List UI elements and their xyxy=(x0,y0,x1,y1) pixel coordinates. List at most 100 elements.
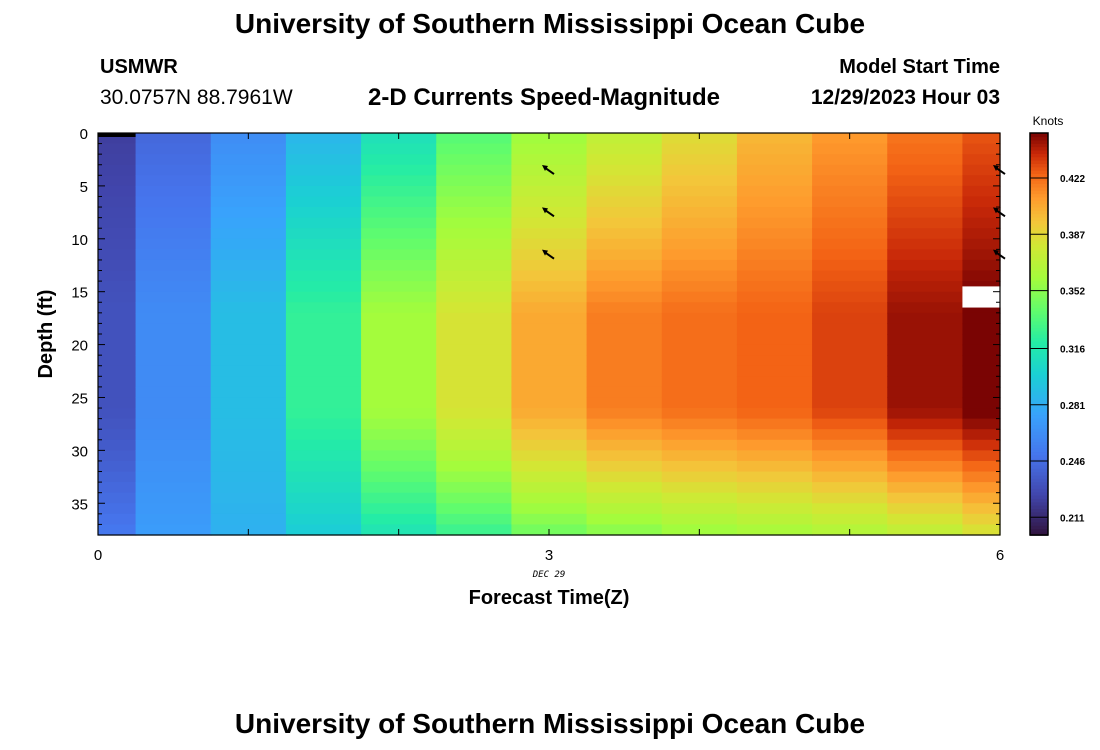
heatmap-cell xyxy=(586,355,663,367)
heatmap-cell xyxy=(887,164,964,176)
colorbar-label: Knots xyxy=(1033,114,1064,128)
heatmap-cell xyxy=(361,460,437,473)
heatmap-cell xyxy=(511,312,588,325)
heatmap-cell xyxy=(812,185,888,198)
heatmap-cell xyxy=(887,175,964,187)
heatmap-cell xyxy=(135,355,212,367)
heatmap-cell xyxy=(962,259,1001,272)
colorbar-segment xyxy=(1030,370,1048,375)
colorbar-segment xyxy=(1030,169,1048,174)
colorbar-segment xyxy=(1030,253,1048,258)
heatmap-cell xyxy=(511,185,588,198)
heatmap-cell xyxy=(135,217,212,229)
heatmap-cell xyxy=(661,259,738,272)
heatmap-cell xyxy=(661,439,738,451)
colorbar-segment xyxy=(1030,491,1048,496)
heatmap-cell xyxy=(661,376,738,388)
heatmap-cell xyxy=(135,207,212,219)
y-axis-label: Depth (ft) xyxy=(35,290,57,379)
heatmap-cell xyxy=(962,439,1001,451)
heatmap-cell xyxy=(812,429,888,441)
colorbar-segment xyxy=(1030,263,1048,268)
heatmap-cell xyxy=(285,323,362,335)
heatmap-cell xyxy=(812,355,888,367)
heatmap-cell xyxy=(887,408,964,420)
colorbar-segment xyxy=(1030,256,1048,262)
heatmap-cell xyxy=(361,175,437,187)
surface-mask xyxy=(98,133,136,137)
colorbar-segment xyxy=(1030,179,1048,185)
colorbar-segment xyxy=(1030,313,1048,319)
heatmap-cell xyxy=(98,450,137,462)
heatmap-cell xyxy=(135,344,212,356)
heatmap-cell xyxy=(812,376,888,388)
colorbar-segment xyxy=(1030,320,1048,325)
heatmap-cell xyxy=(887,207,964,219)
heatmap-cell xyxy=(361,386,437,399)
heatmap-cell xyxy=(210,460,287,473)
heatmap-cell xyxy=(812,408,888,420)
heatmap-cell xyxy=(511,471,588,483)
heatmap-cell xyxy=(736,460,813,473)
heatmap-cell xyxy=(962,302,1001,314)
colorbar-segment xyxy=(1030,146,1048,151)
colorbar-segment xyxy=(1030,173,1048,178)
heatmap-cell xyxy=(812,207,888,219)
heatmap-cell xyxy=(586,344,663,356)
heatmap-cell xyxy=(661,344,738,356)
colorbar-segment xyxy=(1030,354,1048,359)
heatmap-cell xyxy=(436,397,513,409)
heatmap-cell xyxy=(210,196,287,208)
heatmap-cell xyxy=(285,492,362,504)
heatmap-cell xyxy=(210,513,287,526)
heatmap-cell xyxy=(887,503,964,515)
heatmap-cell xyxy=(661,334,738,346)
heatmap-cell xyxy=(285,397,362,409)
heatmap-cell xyxy=(436,376,513,388)
heatmap-cell xyxy=(887,270,964,282)
current-vector-arrow xyxy=(542,165,555,175)
colorbar-segment xyxy=(1030,143,1048,148)
heatmap-cell xyxy=(436,386,513,399)
y-tick-label: 20 xyxy=(71,338,88,355)
heatmap-cell xyxy=(511,365,588,377)
footer-title: University of Southern Mississippi Ocean… xyxy=(234,708,866,739)
heatmap-cell xyxy=(135,175,212,187)
colorbar-segment xyxy=(1030,323,1048,329)
heatmap-cell xyxy=(736,154,813,166)
heatmap-cell xyxy=(586,281,663,293)
heatmap-cell xyxy=(887,524,964,536)
y-axis: 0 5 10 15 20 25 30 35 xyxy=(71,126,1000,536)
colorbar-segment xyxy=(1030,270,1048,275)
heatmap-cell xyxy=(98,291,137,303)
heatmap-cell xyxy=(962,133,1001,145)
heatmap-cell xyxy=(812,397,888,409)
colorbar-segment xyxy=(1030,206,1048,211)
heatmap-cell xyxy=(887,259,964,272)
heatmap-cell xyxy=(962,386,1001,399)
heatmap-cell xyxy=(511,386,588,399)
heatmap-cell xyxy=(511,302,588,314)
heatmap-cell xyxy=(511,175,588,187)
heatmap-cell xyxy=(285,291,362,303)
y-tick-label: 35 xyxy=(71,496,88,513)
heatmap-cell xyxy=(285,344,362,356)
heatmap-cell xyxy=(210,439,287,451)
heatmap-cell xyxy=(586,503,663,515)
heatmap-cell xyxy=(285,376,362,388)
heatmap-cell xyxy=(511,196,588,208)
heatmap-cell xyxy=(661,492,738,504)
colorbar-segment xyxy=(1030,156,1048,161)
heatmap-cell xyxy=(661,471,738,483)
colorbar-segment xyxy=(1030,136,1048,141)
colorbar-segment xyxy=(1030,344,1048,349)
colorbar-segment xyxy=(1030,511,1048,516)
heatmap-cell xyxy=(361,439,437,451)
heatmap-cell xyxy=(586,439,663,451)
heatmap-cell xyxy=(962,418,1001,430)
colorbar-segment xyxy=(1030,307,1048,312)
heatmap-cell xyxy=(887,471,964,483)
heatmap-cell xyxy=(736,376,813,388)
heatmap-cell xyxy=(812,281,888,293)
colorbar-segment xyxy=(1030,414,1048,419)
